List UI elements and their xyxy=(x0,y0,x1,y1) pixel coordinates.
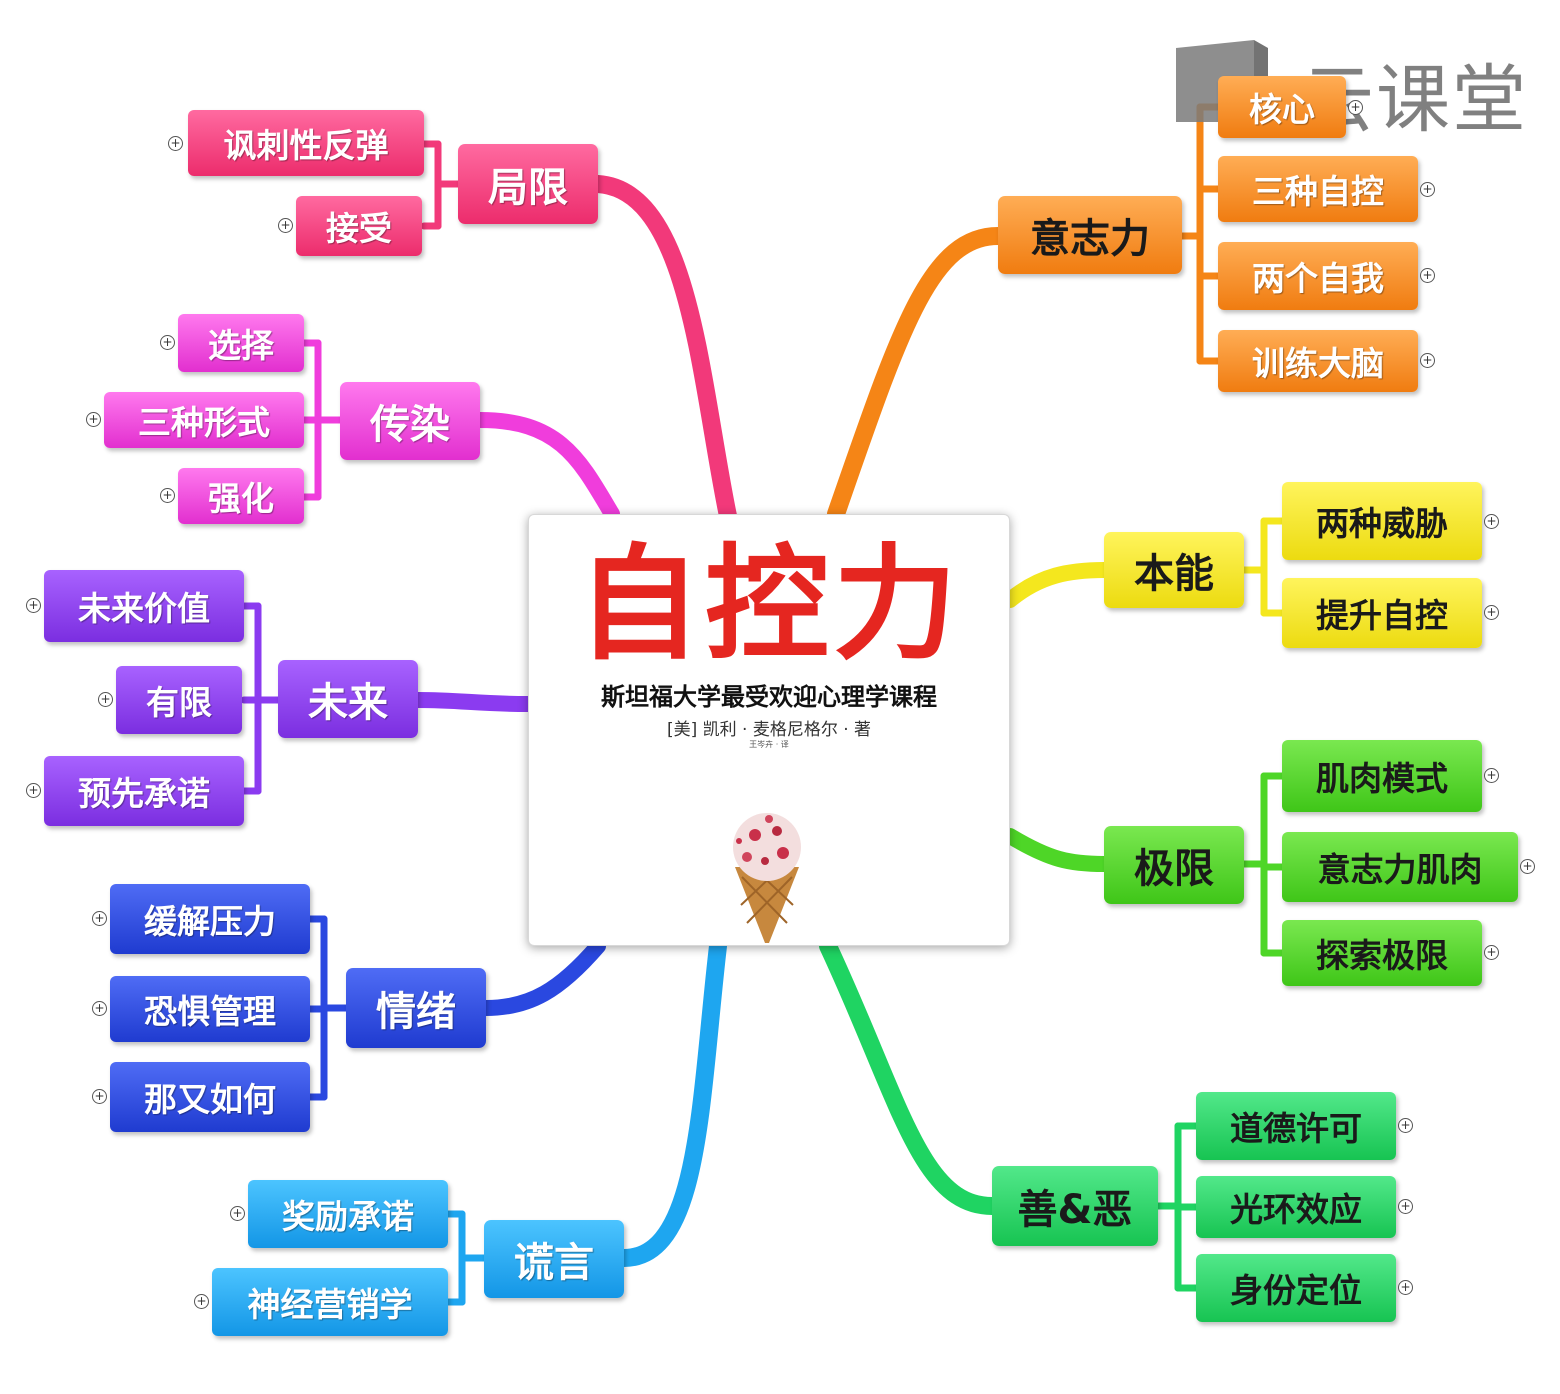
expand-icon[interactable]: + xyxy=(92,1001,107,1016)
connector-jxl xyxy=(1002,828,1112,872)
subtopic-three-self-control[interactable]: 三种自控 xyxy=(1218,156,1418,222)
subtopic-acceptance[interactable]: 接受 xyxy=(296,196,422,256)
subtopic-willpower-muscle[interactable]: 意志力肌肉 xyxy=(1282,832,1518,902)
subtopic-reinforce[interactable]: 强化 xyxy=(178,468,304,524)
subtopic-core[interactable]: 核心 xyxy=(1218,76,1346,138)
expand-icon[interactable]: + xyxy=(98,692,113,707)
subtopic-relieve-stress[interactable]: 缓解压力 xyxy=(110,884,310,954)
connector-hy xyxy=(615,937,727,1267)
connector-qx xyxy=(478,938,606,1016)
expand-icon[interactable]: + xyxy=(26,598,41,613)
expand-icon[interactable]: + xyxy=(1398,1118,1413,1133)
topic-lies[interactable]: 谎言 xyxy=(484,1220,624,1298)
expand-icon[interactable]: + xyxy=(1398,1199,1413,1214)
subtopic-three-forms[interactable]: 三种形式 xyxy=(104,392,304,448)
subtopic-improve-self-control[interactable]: 提升自控 xyxy=(1282,578,1482,648)
topic-willpower[interactable]: 意志力 xyxy=(998,196,1182,274)
topic-contagion[interactable]: 传染 xyxy=(340,382,480,460)
expand-icon[interactable]: + xyxy=(278,218,293,233)
topic-future[interactable]: 未来 xyxy=(278,660,418,738)
subtopic-two-threats[interactable]: 两种威胁 xyxy=(1282,482,1482,560)
expand-icon[interactable]: + xyxy=(86,412,101,427)
subtopic-muscle-mode[interactable]: 肌肉模式 xyxy=(1282,740,1482,812)
expand-icon[interactable]: + xyxy=(1348,100,1363,115)
subtopic-reward-promise[interactable]: 奖励承诺 xyxy=(248,1180,448,1248)
connector-wl xyxy=(410,692,536,712)
subtopic-future-value[interactable]: 未来价值 xyxy=(44,570,244,642)
expand-icon[interactable]: + xyxy=(1484,514,1499,529)
subtopic-precommitment[interactable]: 预先承诺 xyxy=(44,756,244,826)
topic-limits-jx[interactable]: 局限 xyxy=(458,144,598,224)
expand-icon[interactable]: + xyxy=(1484,768,1499,783)
expand-icon[interactable]: + xyxy=(26,783,41,798)
topic-good-and-evil[interactable]: 善&恶 xyxy=(992,1166,1158,1246)
expand-icon[interactable]: + xyxy=(1420,268,1435,283)
expand-icon[interactable]: + xyxy=(230,1206,245,1221)
central-topic-book-cover[interactable]: 自控力 斯坦福大学最受欢迎心理学课程 [美] 凯利 · 麦格尼格尔 · 著 王岑… xyxy=(528,514,1010,946)
expand-icon[interactable]: + xyxy=(160,488,175,503)
expand-icon[interactable]: + xyxy=(1520,859,1535,874)
expand-icon[interactable]: + xyxy=(92,911,107,926)
topic-limit[interactable]: 极限 xyxy=(1104,826,1244,904)
connector-se xyxy=(819,937,1001,1215)
ice-cream-cone-illustration xyxy=(733,813,801,943)
subtopic-explore-limits[interactable]: 探索极限 xyxy=(1282,920,1482,986)
subtopic-moral-licensing[interactable]: 道德许可 xyxy=(1196,1092,1396,1160)
expand-icon[interactable]: + xyxy=(1484,945,1499,960)
subtopic-limited[interactable]: 有限 xyxy=(116,666,242,734)
connector-cr xyxy=(472,412,620,522)
expand-icon[interactable]: + xyxy=(1484,605,1499,620)
subtopic-choice[interactable]: 选择 xyxy=(178,314,304,372)
connector-jx xyxy=(589,175,737,525)
expand-icon[interactable]: + xyxy=(168,136,183,151)
connector-yzl xyxy=(827,227,1007,523)
expand-icon[interactable]: + xyxy=(1398,1280,1413,1295)
subtopic-neuromarketing[interactable]: 神经营销学 xyxy=(212,1268,448,1336)
expand-icon[interactable]: + xyxy=(160,335,175,350)
topic-instinct[interactable]: 本能 xyxy=(1104,532,1244,608)
subtopic-train-brain[interactable]: 训练大脑 xyxy=(1218,330,1418,392)
subtopic-fear-management[interactable]: 恐惧管理 xyxy=(110,976,310,1042)
expand-icon[interactable]: + xyxy=(1420,353,1435,368)
subtopic-identity[interactable]: 身份定位 xyxy=(1196,1254,1396,1322)
book-title: 自控力 xyxy=(576,532,961,677)
expand-icon[interactable]: + xyxy=(92,1089,107,1104)
subtopic-what-the-hell[interactable]: 那又如何 xyxy=(110,1062,310,1132)
topic-emotion[interactable]: 情绪 xyxy=(346,968,486,1048)
connector-bn xyxy=(1002,562,1112,608)
book-subtitle: 斯坦福大学最受欢迎心理学课程 xyxy=(601,683,937,711)
subtopic-two-selves[interactable]: 两个自我 xyxy=(1218,242,1418,310)
subtopic-halo-effect[interactable]: 光环效应 xyxy=(1196,1176,1396,1238)
book-translator: 王岑卉 · 译 xyxy=(749,740,789,749)
expand-icon[interactable]: + xyxy=(194,1294,209,1309)
expand-icon[interactable]: + xyxy=(1420,182,1435,197)
subtopic-ironic-rebound[interactable]: 讽刺性反弹 xyxy=(188,110,424,176)
book-author: [美] 凯利 · 麦格尼格尔 · 著 xyxy=(666,720,872,740)
